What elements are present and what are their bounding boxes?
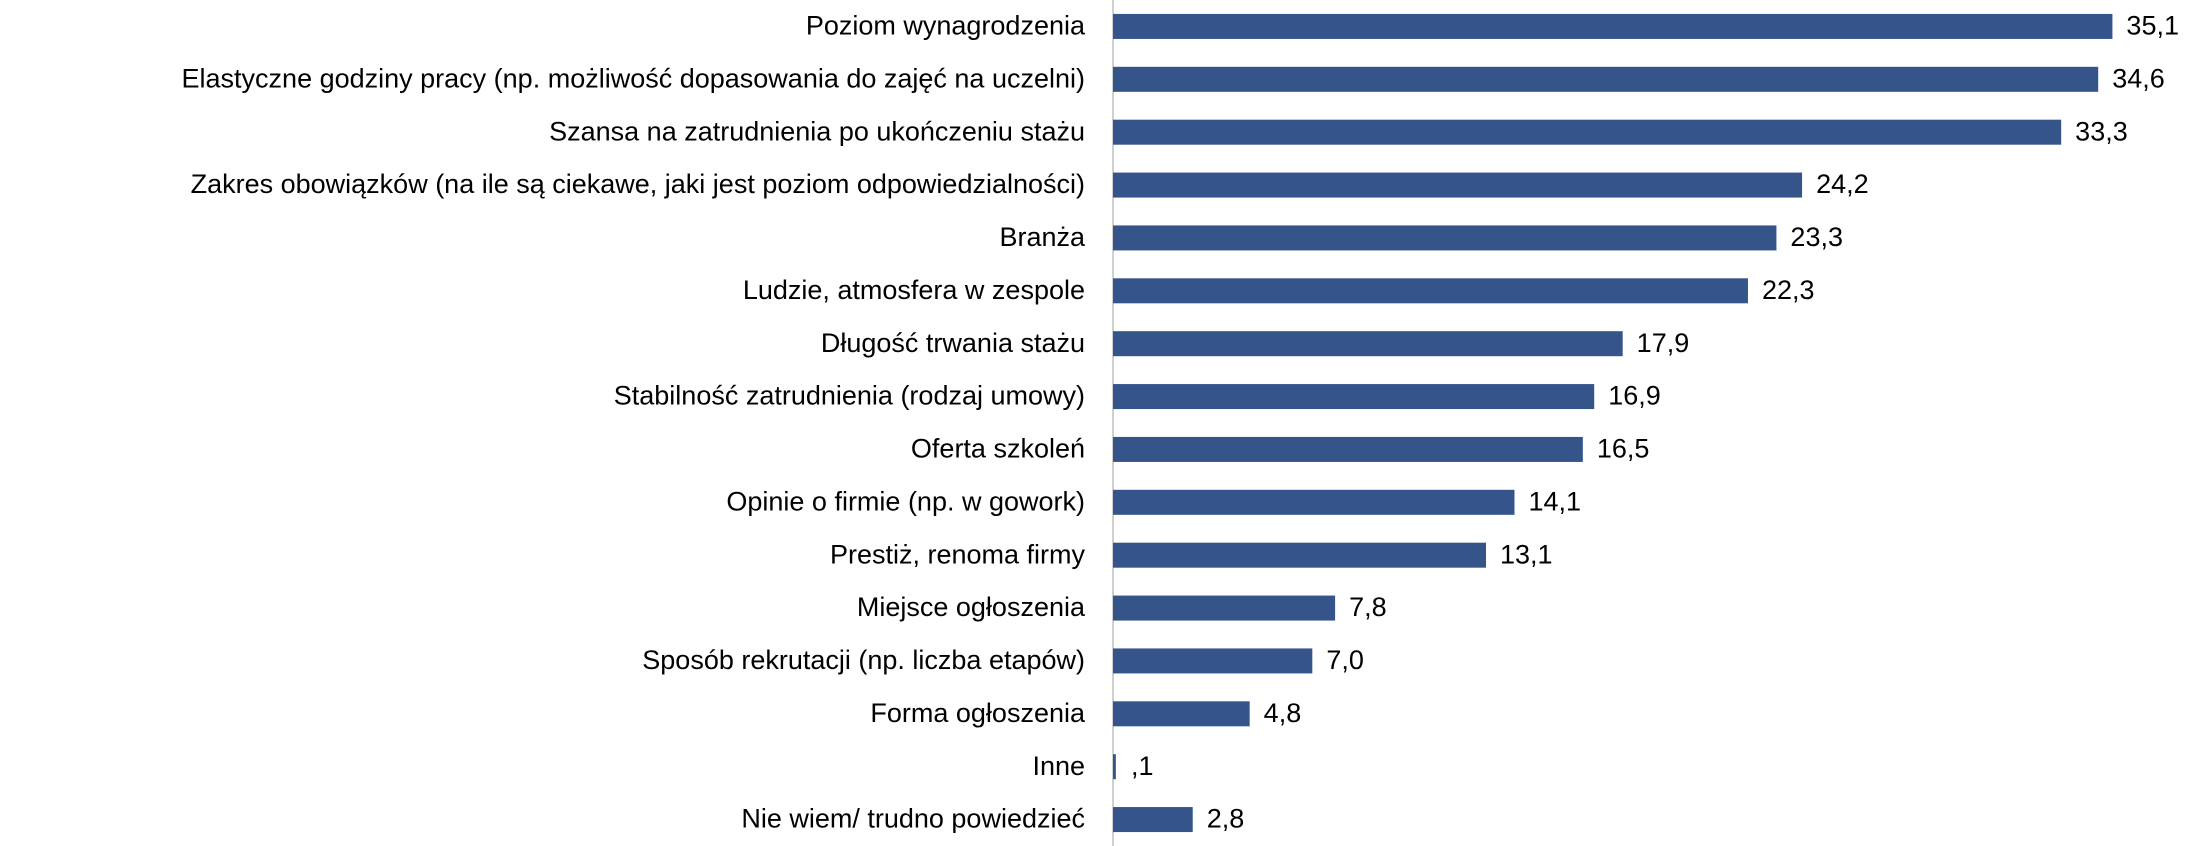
value-label: 7,0 [1326,645,1364,675]
bar [1113,436,1583,462]
value-label: 24,2 [1816,169,1869,199]
category-label: Długość trwania stażu [821,328,1085,358]
value-label: 4,8 [1264,698,1302,728]
bar [1113,13,2113,39]
bar [1113,754,1116,780]
category-label: Nie wiem/ trudno powiedzieć [741,804,1085,834]
bar [1113,172,1803,198]
category-label: Opinie o firmie (np. w gowork) [726,486,1085,516]
value-label: 35,1 [2126,11,2179,41]
bar [1113,542,1487,568]
bar [1113,331,1623,357]
bar [1113,648,1313,674]
category-label: Poziom wynagrodzenia [806,11,1086,41]
bar [1113,384,1595,410]
value-label: 16,5 [1597,434,1650,464]
value-label: 33,3 [2075,116,2128,146]
category-label: Branża [999,222,1086,252]
bar [1113,807,1193,833]
bar [1113,701,1250,727]
bar [1113,278,1748,304]
value-label: 17,9 [1637,328,1690,358]
bar [1113,225,1777,251]
bar [1113,119,2062,145]
category-label: Ludzie, atmosfera w zespole [743,275,1085,305]
category-label: Szansa na zatrudnienia po ukończeniu sta… [549,116,1085,146]
category-label: Miejsce ogłoszenia [857,592,1086,622]
category-label: Inne [1032,751,1085,781]
value-label: 22,3 [1762,275,1815,305]
category-label: Prestiż, renoma firmy [830,539,1086,569]
value-label: 16,9 [1608,381,1661,411]
value-label: 23,3 [1790,222,1843,252]
bar [1113,595,1336,621]
category-label: Forma ogłoszenia [870,698,1086,728]
value-label: 14,1 [1528,486,1581,516]
value-label: 13,1 [1500,539,1553,569]
category-label: Zakres obowiązków (na ile są ciekawe, ja… [191,169,1085,199]
value-label: 7,8 [1349,592,1387,622]
value-label: 2,8 [1207,804,1245,834]
value-label: 34,6 [2112,63,2165,93]
category-label: Sposób rekrutacji (np. liczba etapów) [642,645,1085,675]
bar [1113,489,1515,515]
category-label: Elastyczne godziny pracy (np. możliwość … [182,63,1085,93]
bar [1113,66,2099,92]
category-label: Stabilność zatrudnienia (rodzaj umowy) [614,381,1085,411]
category-label: Oferta szkoleń [911,434,1085,464]
value-label: ,1 [1131,751,1154,781]
